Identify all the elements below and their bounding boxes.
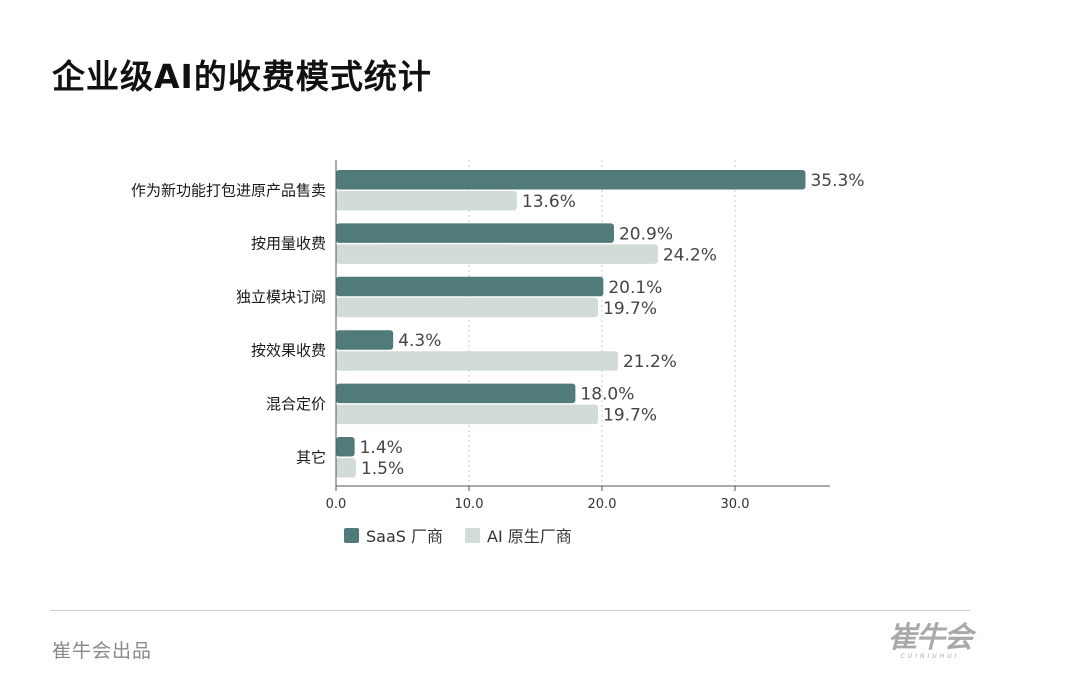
category-label: 其它	[296, 448, 326, 466]
bar-saas	[336, 170, 806, 190]
x-tick-label: 10.0	[455, 497, 484, 512]
legend-label-ai-native: AI 原生厂商	[487, 527, 572, 546]
footer-divider	[50, 610, 970, 611]
bar-saas	[336, 383, 576, 404]
data-label: 4.3%	[398, 331, 441, 351]
bar-chart: 0.0 10.0 20.0 30.0 作为新功能打包进原产品售卖 35.3% 13.6% 按用…	[131, 160, 865, 512]
data-label: 1.5%	[361, 459, 404, 479]
category-label: 混合定价	[266, 395, 326, 413]
data-label: 19.7%	[603, 406, 657, 426]
bar-ai-native	[336, 351, 618, 371]
data-label: 13.6%	[522, 192, 576, 212]
data-label: 19.7%	[603, 299, 657, 319]
x-tick-label: 30.0	[721, 497, 750, 512]
legend-label-saas: SaaS 厂商	[366, 527, 444, 546]
category-label: 独立模块订阅	[236, 288, 326, 306]
data-label: 24.2%	[663, 245, 717, 265]
x-tick-label: 0.0	[326, 497, 347, 512]
data-label: 20.9%	[619, 224, 673, 244]
data-label: 20.1%	[608, 278, 662, 298]
data-label: 21.2%	[623, 352, 677, 372]
legend-swatch-saas	[344, 527, 359, 543]
brand-logo: 崔牛会 CUINIUHUI	[887, 620, 973, 660]
data-label: 18.0%	[580, 385, 634, 405]
x-tick-label: 20.0	[588, 497, 617, 512]
chart-title: 企业级AI的收费模式统计	[52, 57, 432, 96]
bar-saas	[336, 437, 355, 457]
category-label: 按用量收费	[251, 235, 326, 253]
category-label: 作为新功能打包进原产品售卖	[131, 181, 326, 199]
legend-item-saas: SaaS 厂商	[344, 523, 443, 547]
bar-ai-native	[336, 191, 517, 211]
bar-saas	[336, 276, 604, 297]
legend: SaaS 厂商 AI 原生厂商	[344, 523, 572, 547]
footer-credit: 崔牛会出品	[52, 640, 153, 662]
bar-saas	[336, 223, 614, 243]
legend-item-ai-native: AI 原生厂商	[465, 523, 572, 547]
bar-ai-native	[336, 244, 658, 264]
logo-text: 崔牛会	[887, 620, 973, 654]
bar-saas	[336, 330, 394, 350]
data-label: 1.4%	[360, 438, 403, 458]
legend-swatch-ai-native	[465, 527, 481, 543]
bar-ai-native	[336, 297, 599, 318]
category-label: 按效果收费	[251, 341, 326, 359]
bar-ai-native	[336, 404, 599, 425]
bar-ai-native	[336, 458, 356, 478]
logo-subtext: CUINIUHUI	[900, 653, 960, 660]
data-label: 35.3%	[810, 171, 864, 191]
